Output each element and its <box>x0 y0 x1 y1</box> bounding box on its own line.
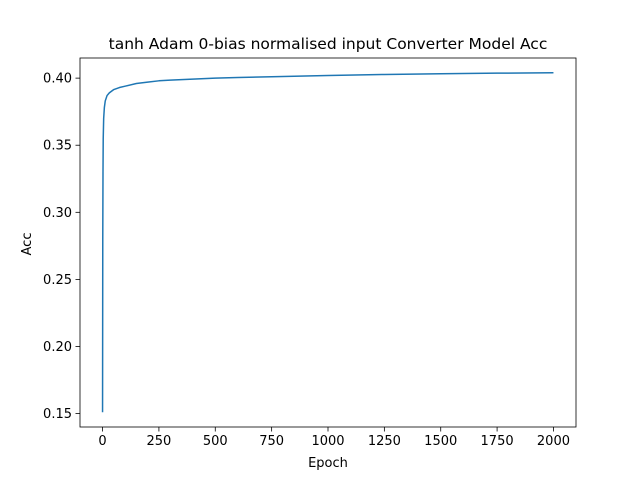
y-tick-label-5: 0.40 <box>43 72 72 87</box>
y-tick-label-2: 0.25 <box>43 273 72 288</box>
y-tick-label-0: 0.15 <box>43 407 72 422</box>
series-line-0 <box>101 72 554 413</box>
x-tick-label-2: 500 <box>203 434 228 449</box>
y-axis-label: Acc <box>20 233 35 256</box>
y-tick-label-3: 0.30 <box>43 206 72 221</box>
x-tick-label-4: 1000 <box>311 434 344 449</box>
x-tick-label-6: 1500 <box>424 434 457 449</box>
plot-frame <box>79 57 577 428</box>
x-tick-label-0: 0 <box>98 434 106 449</box>
x-tick-label-1: 250 <box>146 434 171 449</box>
chart-title: tanh Adam 0-bias normalised input Conver… <box>109 35 548 53</box>
x-tick-label-7: 1750 <box>481 434 514 449</box>
plot-area: 0 250 500 750 1000 1250 1500 1750 2000 0.15 0.20 0.… <box>43 57 577 449</box>
y-tick-label-1: 0.20 <box>43 340 72 355</box>
x-axis-label: Epoch <box>308 456 348 471</box>
y-tick-label-4: 0.35 <box>43 139 72 154</box>
x-tick-label-5: 1250 <box>368 434 401 449</box>
x-tick-label-3: 750 <box>259 434 284 449</box>
x-tick-label-8: 2000 <box>537 434 570 449</box>
